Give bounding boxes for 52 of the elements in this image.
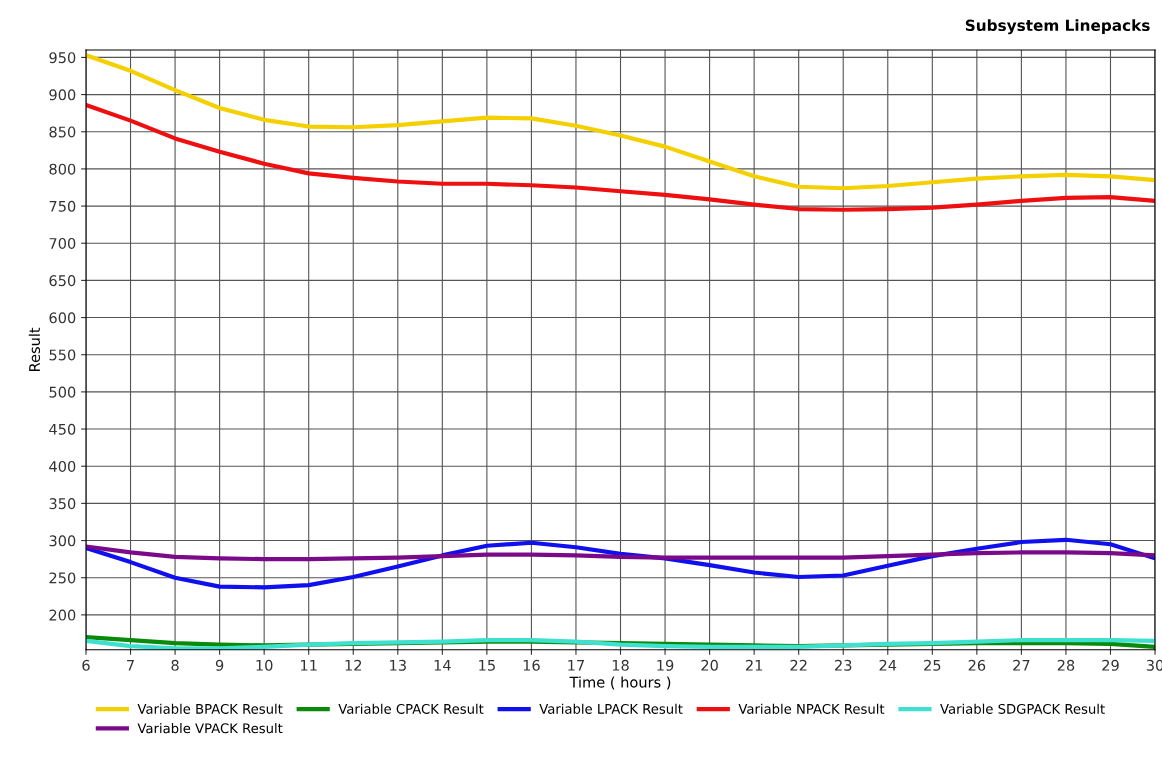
x-axis-title: Time ( hours ) — [569, 676, 671, 690]
y-tick-label: 600 — [49, 312, 76, 324]
x-tick-label: 23 — [835, 659, 852, 671]
line-series — [85, 544, 1156, 562]
x-tick-label: 15 — [479, 659, 495, 671]
y-tick-label: 500 — [49, 386, 76, 398]
x-tick-label: 10 — [256, 659, 273, 671]
x-tick-label: 24 — [879, 659, 897, 671]
y-axis-title: Result — [28, 327, 41, 371]
x-tick-label: 29 — [1102, 659, 1119, 671]
line-series — [85, 102, 1156, 212]
x-tick-label: 22 — [790, 659, 807, 671]
x-tick-label: 21 — [745, 659, 763, 671]
x-tick-label: 6 — [82, 659, 90, 671]
y-tick-label: 950 — [49, 52, 76, 64]
y-tick-label: 800 — [49, 163, 76, 175]
y-tick-label: 750 — [49, 200, 76, 212]
x-tick-label: 14 — [434, 659, 451, 671]
x-tick-label: 12 — [345, 659, 362, 671]
y-tick-label: 850 — [49, 126, 76, 138]
line-series — [85, 53, 1156, 191]
y-tick-label: 350 — [49, 498, 76, 510]
x-tick-label: 17 — [568, 659, 584, 671]
legend-label: Variable CPACK Result — [338, 703, 484, 714]
y-tick-label: 250 — [49, 572, 76, 584]
y-tick-label: 300 — [49, 535, 76, 547]
chart-title: Subsystem Linepacks — [965, 19, 1150, 35]
legend-label: Variable LPACK Result — [539, 703, 683, 714]
x-tick-label: 20 — [701, 659, 718, 671]
legend-label: Variable BPACK Result — [137, 703, 283, 714]
y-tick-label: 400 — [49, 460, 76, 472]
x-tick-label: 8 — [171, 659, 179, 671]
x-tick-label: 13 — [390, 659, 406, 671]
y-tick-label: 650 — [49, 275, 76, 287]
x-tick-label: 9 — [215, 659, 224, 671]
y-tick-label: 200 — [49, 609, 76, 621]
x-tick-label: 11 — [301, 659, 317, 671]
x-tick-label: 7 — [127, 659, 134, 671]
legend-label: Variable VPACK Result — [137, 723, 283, 734]
x-tick-label: 18 — [612, 659, 629, 671]
x-tick-label: 26 — [968, 659, 986, 671]
x-tick-label: 25 — [924, 659, 941, 671]
legend-label: Variable SDGPACK Result — [940, 703, 1105, 714]
x-tick-label: 16 — [523, 659, 540, 671]
y-tick-label: 550 — [49, 349, 76, 361]
y-tick-label: 450 — [49, 423, 76, 435]
y-tick-label: 900 — [49, 89, 76, 101]
y-tick-label: 700 — [49, 237, 76, 249]
x-tick-label: 27 — [1013, 659, 1030, 671]
x-tick-label: 19 — [657, 659, 674, 671]
legend-label: Variable NPACK Result — [738, 703, 885, 714]
x-tick-label: 28 — [1057, 659, 1075, 671]
